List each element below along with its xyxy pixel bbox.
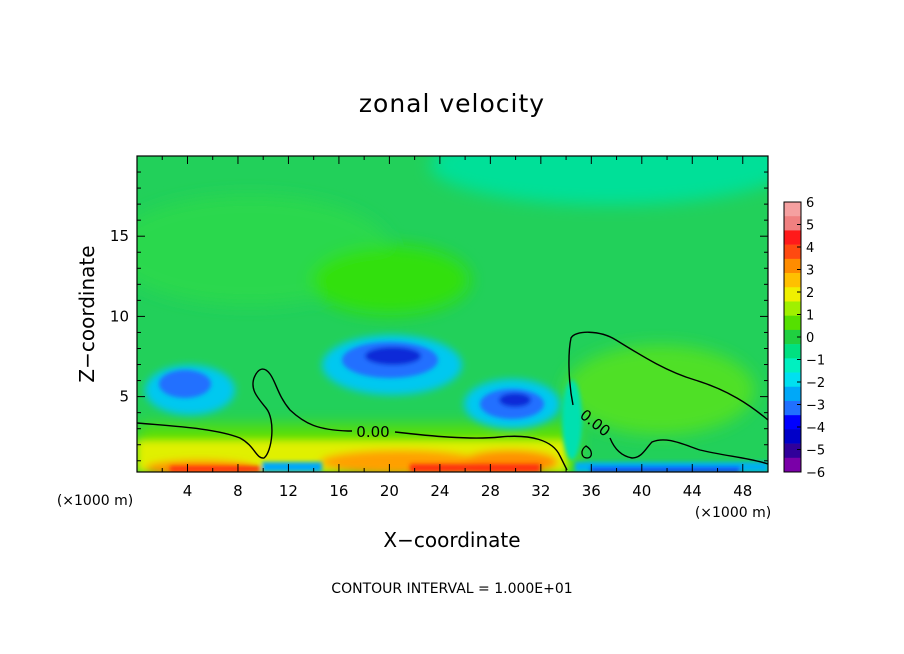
x-tick-label: 8: [233, 482, 243, 500]
x-unit-right: (×1000 m): [695, 505, 771, 521]
colorbar-label: 2: [806, 286, 814, 301]
y-tick-label: 15: [110, 227, 129, 245]
x-tick-label: 20: [380, 482, 399, 500]
colorbar-swatch: [784, 457, 801, 473]
colorbar-swatch: [784, 429, 801, 444]
negative-cell-3-core: [499, 393, 531, 407]
colorbar-swatch: [784, 273, 801, 288]
colorbar-swatch: [784, 258, 801, 274]
blue-surface-jet-left: [262, 462, 322, 472]
colorbar-swatch: [784, 329, 801, 345]
x-tick-label: 12: [279, 482, 298, 500]
colorbar-label: −4: [806, 421, 825, 436]
y-tick-label: 10: [110, 307, 129, 325]
zero-contour-right-lower: [609, 437, 768, 465]
colorbar: 6 5 4 3 2 1 0 −1 −2 −3 −4 −5 −6: [783, 196, 825, 481]
x-tick-label: 28: [481, 482, 500, 500]
negative-cell-1: [159, 370, 211, 398]
plot-frame: [136, 155, 769, 473]
zero-contour-lower: [137, 368, 568, 471]
x-tick-label: 36: [582, 482, 601, 500]
colorbar-swatch: [784, 344, 801, 359]
velocity-field: [137, 156, 768, 472]
colorbar-label: 5: [806, 219, 814, 234]
right-green-region: [565, 345, 755, 435]
colorbar-swatch: [784, 216, 801, 231]
colorbar-swatch: [784, 358, 801, 373]
colorbar-label: −3: [806, 399, 825, 414]
x-tick-label: 44: [683, 482, 702, 500]
colorbar-label: 1: [806, 309, 814, 324]
colorbar-swatch: [784, 400, 801, 416]
x-tick-label: 4: [183, 482, 193, 500]
colorbar-swatch: [784, 443, 801, 459]
positive-core-region: [310, 245, 470, 315]
colorbar-label: −1: [806, 354, 825, 369]
colorbar-label: −6: [806, 466, 825, 481]
colorbar-swatch: [784, 202, 801, 217]
x-tick-label: 32: [531, 482, 550, 500]
colorbar-label: 4: [806, 241, 814, 256]
colorbar-label: −5: [806, 444, 825, 459]
red-surface-layer-2: [410, 464, 540, 472]
x-tick-label: 16: [329, 482, 348, 500]
upper-right-teal-region: [430, 156, 768, 205]
colorbar-swatch: [784, 415, 801, 430]
deep-blue-surface-jet: [590, 467, 740, 472]
colorbar-swatch: [784, 287, 801, 302]
contour-interval-footer: CONTOUR INTERVAL = 1.000E+01: [331, 581, 572, 597]
x-tick-label: 40: [632, 482, 651, 500]
colorbar-swatch: [784, 301, 801, 316]
x-tick-label: 48: [733, 482, 752, 500]
negative-cell-2-core: [365, 347, 421, 365]
red-surface-layer: [170, 466, 260, 472]
colorbar-label: 6: [806, 196, 814, 211]
colorbar-swatch: [784, 372, 801, 388]
colorbar-swatch: [784, 244, 801, 260]
zero-contour-small-loop: [581, 445, 593, 459]
x-axis-ticks: 4 8 12 16 20 24 28 32 36 40 44 48: [161, 156, 752, 500]
x-tick-label: 24: [430, 482, 449, 500]
x-unit-left: (×1000 m): [57, 493, 133, 509]
colorbar-swatch: [784, 230, 801, 245]
y-tick-label: 5: [119, 388, 129, 406]
chart-title: zonal velocity: [359, 89, 545, 118]
colorbar-label: 3: [806, 264, 814, 279]
cyan-gap-column: [562, 380, 582, 460]
contour-label-1: 0.00: [356, 423, 389, 441]
zero-contour-right: [568, 331, 768, 421]
x-axis-title: X−coordinate: [383, 528, 520, 552]
colorbar-label: −2: [806, 376, 825, 391]
colorbar-swatch: [784, 315, 801, 331]
y-axis-ticks: 5 10 15: [110, 171, 768, 462]
colorbar-label: 0: [806, 331, 814, 346]
colorbar-swatch: [784, 386, 801, 402]
y-axis-title: Z−coordinate: [75, 245, 99, 382]
